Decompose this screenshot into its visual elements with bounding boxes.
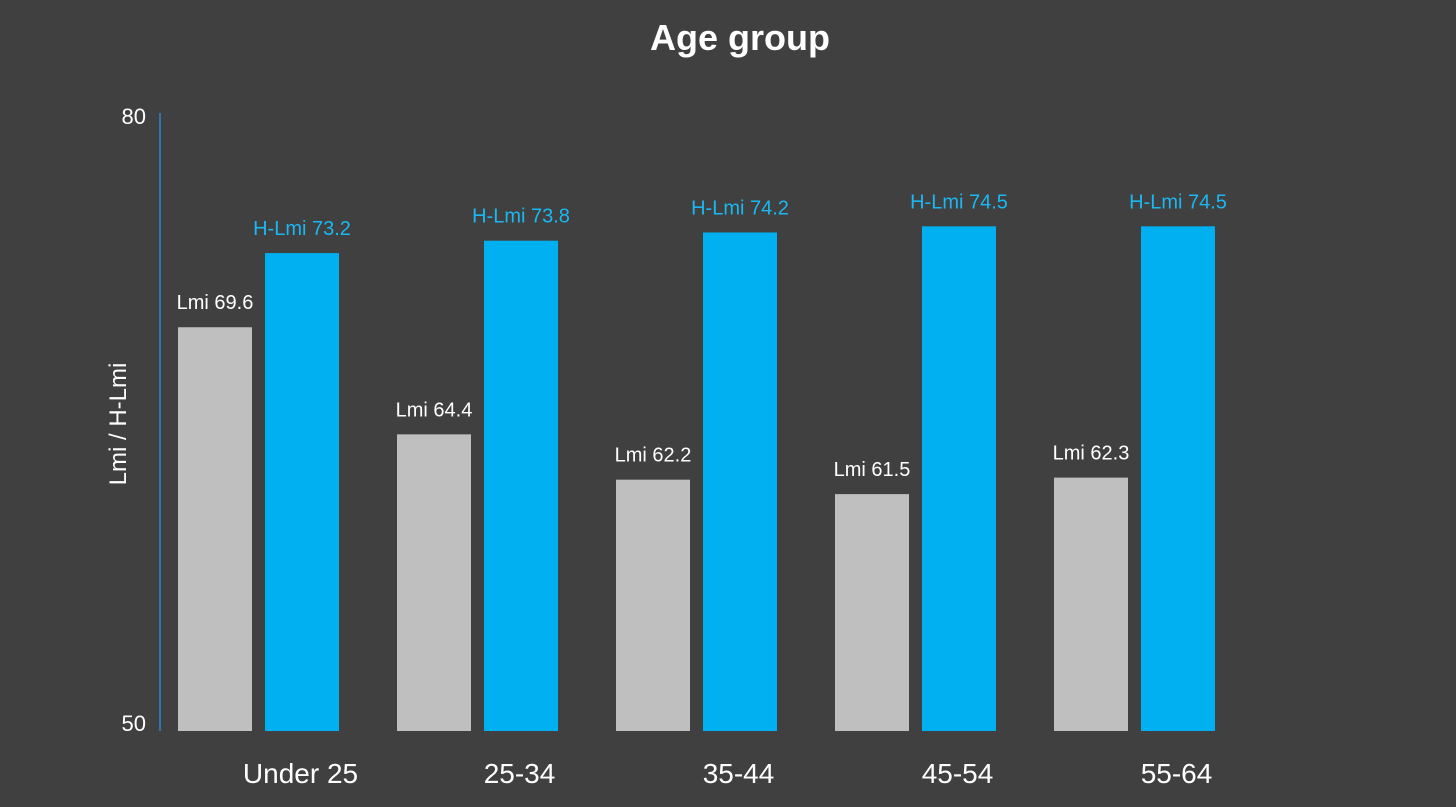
bar-series-2-5	[1141, 226, 1215, 732]
y-tick-label-max: 80	[122, 104, 146, 129]
data-label-series-1-5: Lmi 62.3	[1053, 443, 1130, 465]
bar-series-1-1	[178, 327, 252, 731]
bar-series-2-2	[484, 240, 558, 731]
bar-series-1-3	[616, 479, 690, 731]
data-label-series-2-3: H-Lmi 74.2	[691, 197, 789, 219]
x-tick-label-4: 45-54	[922, 758, 994, 789]
data-label-series-2-5: H-Lmi 74.5	[1129, 191, 1227, 213]
chart-title: Age group	[650, 17, 830, 58]
data-label-series-2-4: H-Lmi 74.5	[910, 191, 1008, 213]
bar-series-2-4	[922, 226, 996, 732]
x-tick-label-5: 55-64	[1141, 758, 1213, 789]
x-tick-label-2: 25-34	[484, 758, 556, 789]
bar-series-2-3	[703, 232, 777, 732]
bars-group: Lmi 69.6 H-Lmi 73.2 Lmi 64.4 H-Lmi 73.8 Lmi …	[177, 191, 1227, 732]
x-tick-labels: Under 25 25-34 35-44 45-54 55-64	[243, 758, 1212, 789]
data-label-series-1-3: Lmi 62.2	[615, 445, 692, 467]
y-tick-label-min: 50	[122, 711, 146, 736]
bar-series-1-2	[397, 434, 471, 731]
data-label-series-1-2: Lmi 64.4	[396, 399, 473, 421]
data-label-series-1-4: Lmi 61.5	[834, 459, 911, 481]
data-label-series-2-1: H-Lmi 73.2	[253, 218, 351, 240]
data-label-series-1-1: Lmi 69.6	[177, 292, 254, 314]
bar-series-2-1	[265, 253, 339, 731]
bar-series-1-5	[1054, 477, 1128, 731]
x-tick-label-1: Under 25	[243, 758, 358, 789]
x-tick-label-3: 35-44	[703, 758, 775, 789]
bar-series-1-4	[835, 494, 909, 731]
data-label-series-2-2: H-Lmi 73.8	[472, 206, 570, 228]
y-axis-label: Lmi / H-Lmi	[105, 363, 132, 486]
